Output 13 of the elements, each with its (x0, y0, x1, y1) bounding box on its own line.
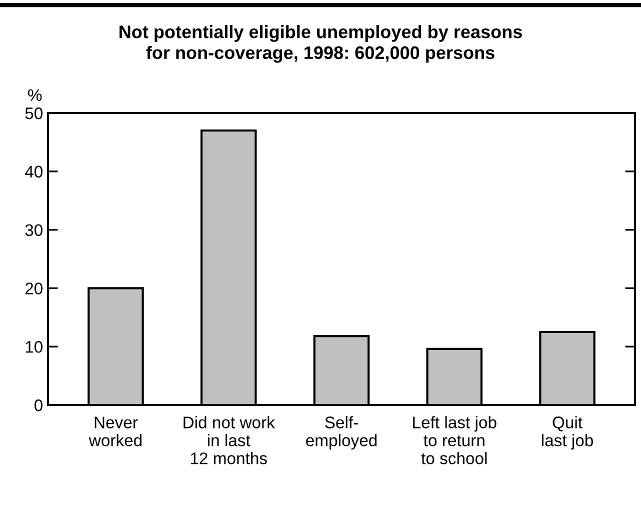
y-tick-label: 50 (25, 107, 42, 120)
chart-title: Not potentially eligible unemployed by reasons for non-coverage, 1998: 602,000 persons (120, 25, 522, 63)
y-tick-label: 30 (25, 224, 42, 236)
y-tick-label: 40 (24, 166, 42, 178)
x-tick-label: Quit last job (542, 416, 593, 450)
x-tick-label: Never worked (88, 416, 142, 446)
y-axis-title: % (28, 89, 42, 101)
x-tick-label: Left last job to return to school (413, 416, 496, 464)
x-tick-label: Did not work in last 12 months (184, 416, 275, 464)
y-tick-label: 10 (26, 341, 42, 353)
y-tick-label: 20 (25, 282, 42, 294)
x-tick-label: Self- employed (306, 416, 377, 450)
y-tick-label: 0 (34, 399, 42, 412)
